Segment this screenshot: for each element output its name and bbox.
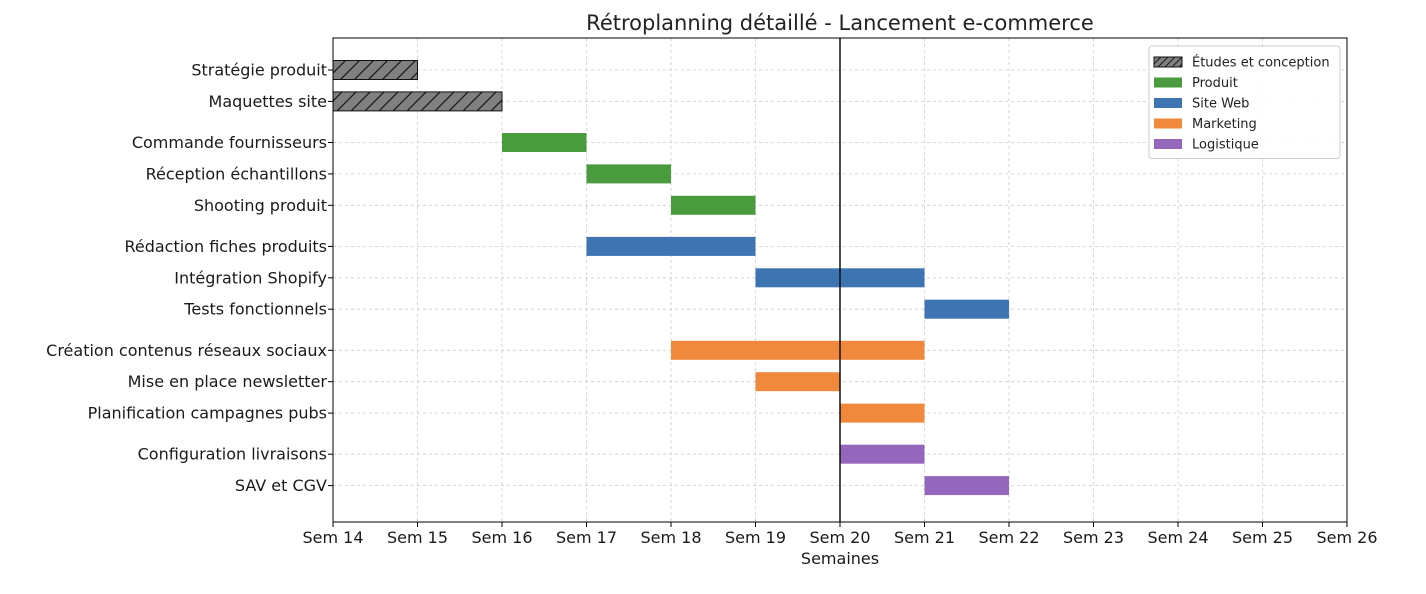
task-label: SAV et CGV bbox=[235, 476, 327, 495]
task-label: Configuration livraisons bbox=[138, 445, 327, 464]
legend-swatch bbox=[1154, 98, 1182, 108]
task-label: Création contenus réseaux sociaux bbox=[46, 341, 327, 360]
task-bar bbox=[332, 91, 503, 112]
legend-label: Produit bbox=[1192, 76, 1238, 91]
task-label: Tests fonctionnels bbox=[183, 300, 327, 319]
task-bar bbox=[671, 195, 756, 215]
x-tick-label: Sem 20 bbox=[809, 528, 870, 547]
x-tick-label: Sem 17 bbox=[556, 528, 617, 547]
task-label: Rédaction fiches produits bbox=[124, 237, 327, 256]
task-label: Stratégie produit bbox=[191, 61, 327, 80]
task-bar bbox=[924, 299, 1009, 319]
task-bar bbox=[840, 403, 925, 423]
task-bar bbox=[502, 133, 587, 152]
x-tick-label: Sem 21 bbox=[894, 528, 955, 547]
legend-swatch bbox=[1153, 56, 1183, 68]
legend-swatch bbox=[1154, 77, 1182, 88]
task-bar bbox=[332, 60, 418, 80]
legend-label: Logistique bbox=[1192, 138, 1259, 153]
x-tick-label: Sem 15 bbox=[387, 528, 448, 547]
x-axis: Sem 14 Sem 15 Sem 16 Sem 17 Sem 18 Sem 19 Sem … bbox=[302, 522, 1378, 547]
task-label: Mise en place newsletter bbox=[128, 372, 328, 391]
task-label: Shooting produit bbox=[194, 196, 327, 215]
task-label: Réception échantillons bbox=[146, 164, 327, 183]
task-label: Planification campagnes pubs bbox=[88, 404, 327, 423]
task-bar bbox=[671, 340, 925, 360]
task-bar bbox=[924, 476, 1009, 496]
x-tick-label: Sem 19 bbox=[725, 528, 786, 547]
task-bar bbox=[586, 164, 671, 184]
x-tick-label: Sem 24 bbox=[1147, 528, 1208, 547]
chart-title: Rétroplanning détaillé - Lancement e-com… bbox=[586, 11, 1094, 35]
task-bar bbox=[755, 372, 840, 392]
x-tick-label: Sem 22 bbox=[978, 528, 1039, 547]
x-tick-label: Sem 16 bbox=[471, 528, 532, 547]
legend-swatch bbox=[1154, 118, 1182, 129]
task-label: Maquettes site bbox=[209, 92, 327, 111]
legend-label: Études et conception bbox=[1192, 55, 1330, 71]
task-bar bbox=[840, 444, 925, 464]
y-axis: Stratégie produit Maquettes site Commande … bbox=[46, 61, 333, 495]
task-label: Commande fournisseurs bbox=[132, 133, 327, 152]
x-tick-label: Sem 23 bbox=[1063, 528, 1124, 547]
x-axis-label: Semaines bbox=[801, 549, 879, 568]
x-tick-label: Sem 26 bbox=[1316, 528, 1377, 547]
x-tick-label: Sem 18 bbox=[640, 528, 701, 547]
x-tick-label: Sem 25 bbox=[1232, 528, 1293, 547]
legend-label: Marketing bbox=[1192, 117, 1257, 132]
legend-box bbox=[1148, 45, 1341, 159]
legend-label: Site Web bbox=[1192, 97, 1249, 112]
legend-swatch bbox=[1154, 139, 1182, 149]
legend: Études et conception Produit Site Web Marke… bbox=[1148, 45, 1341, 159]
x-tick-label: Sem 14 bbox=[302, 528, 363, 547]
task-label: Intégration Shopify bbox=[174, 268, 327, 287]
bars bbox=[332, 60, 1009, 496]
task-bar bbox=[586, 236, 756, 256]
